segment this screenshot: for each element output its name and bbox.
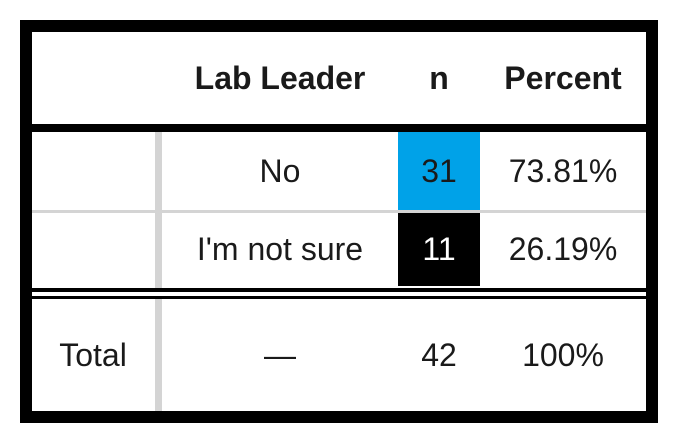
header-row-label (32, 32, 162, 124)
header-percent: Percent (504, 59, 622, 96)
total-category: — (264, 336, 296, 373)
total-n: 42 (421, 336, 457, 373)
total-percent: 100% (522, 336, 604, 373)
label-column-divider-lower (155, 299, 162, 411)
row-1-category: No (259, 152, 301, 189)
row-2-category: I'm not sure (196, 231, 364, 267)
row-2-n: 11 (398, 213, 480, 286)
total-divider-top (32, 288, 646, 292)
row-1-percent: 73.81% (508, 152, 618, 189)
row-divider (32, 210, 646, 213)
row-1-label (32, 132, 158, 210)
row-2-percent: 26.19% (508, 231, 618, 267)
total-divider-bottom (32, 296, 646, 299)
header-n: n (429, 59, 449, 96)
row-1-n: 31 (398, 132, 480, 210)
row-2-label (32, 213, 158, 286)
table-frame: Lab Leader n Percent No 31 73.81% I'm no… (20, 20, 658, 423)
header-divider (32, 124, 646, 132)
label-column-divider-upper (155, 132, 162, 288)
results-table: Lab Leader n Percent No 31 73.81% I'm no… (32, 32, 646, 411)
total-label: Total (59, 336, 127, 373)
header-lab-leader: Lab Leader (194, 59, 366, 96)
